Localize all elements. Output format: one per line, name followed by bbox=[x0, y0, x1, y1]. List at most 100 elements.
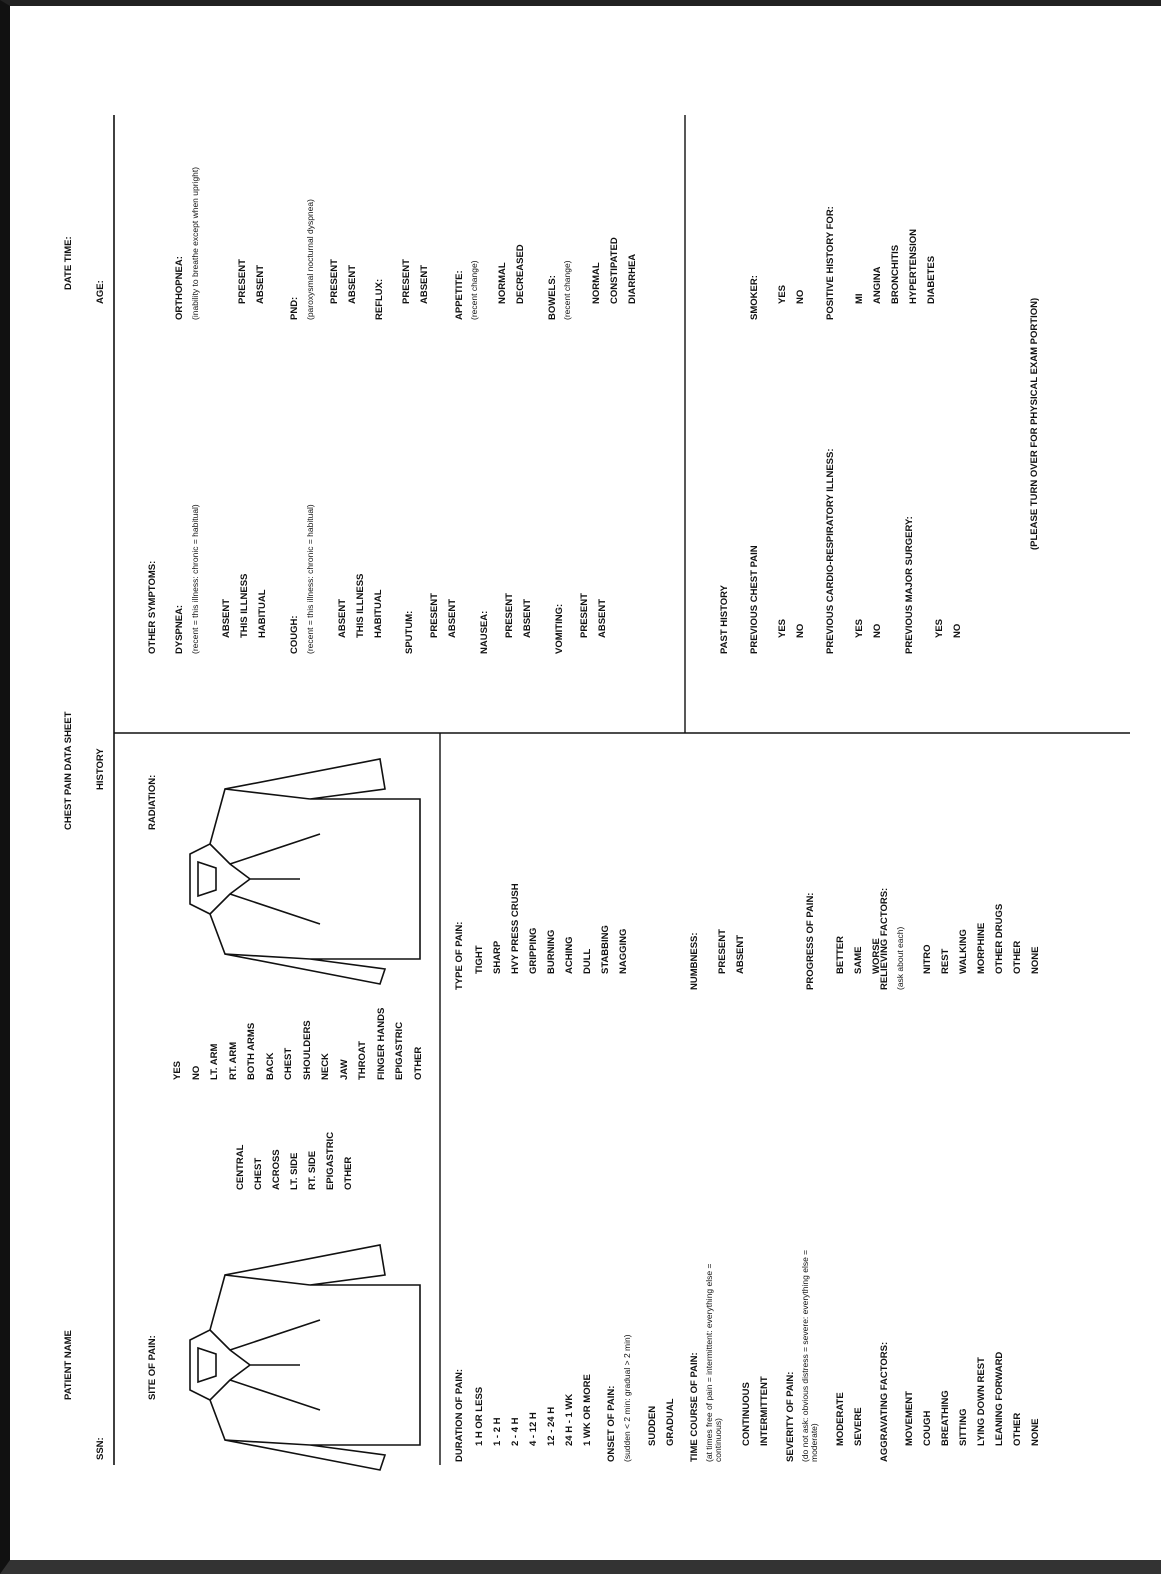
option-label: CHEST bbox=[283, 1047, 294, 1080]
option-label: HVY PRESS CRUSH bbox=[510, 883, 521, 974]
option-label: GRIPPING bbox=[528, 927, 539, 974]
section-heading: NAUSEA: bbox=[479, 610, 490, 654]
option-label: REST bbox=[940, 948, 951, 974]
option-label: EPIGASTRIC bbox=[394, 1021, 405, 1080]
option-label: ABSENT bbox=[337, 598, 348, 638]
option-label: NO bbox=[795, 623, 806, 638]
option-label: 1 - 2 H bbox=[492, 1417, 503, 1446]
option-label: LT. ARM bbox=[209, 1043, 220, 1080]
section-note: (inability to breathe except when uprigh… bbox=[190, 166, 200, 320]
option-label: SITTING bbox=[958, 1408, 969, 1446]
option-label: PRESENT bbox=[717, 929, 728, 974]
option-label: YES bbox=[854, 618, 865, 638]
option-label: ABSENT bbox=[347, 264, 358, 304]
option-label: OTHER bbox=[412, 1046, 424, 1080]
option-label: NONE bbox=[1030, 946, 1041, 974]
option-label: COUGH bbox=[922, 1410, 933, 1446]
option-label: CONSTIPATED bbox=[609, 237, 620, 304]
option-label: EPIGASTRIC bbox=[325, 1131, 336, 1190]
option-label: ABSENT bbox=[255, 264, 266, 304]
option-label: THIS ILLNESS bbox=[239, 573, 250, 638]
section-heading: NUMBNESS: bbox=[689, 932, 700, 990]
option-label: HABITUAL bbox=[257, 589, 268, 638]
option-label: TIGHT bbox=[474, 945, 485, 975]
option-label: YES bbox=[172, 1060, 183, 1080]
option-label: SEVERE bbox=[853, 1407, 864, 1446]
section-note: (ask about each) bbox=[895, 926, 905, 990]
section-heading: PREVIOUS CHEST PAIN bbox=[749, 545, 760, 654]
option-label: SUDDEN bbox=[647, 1405, 658, 1446]
section-title: HISTORY bbox=[95, 748, 106, 790]
section-heading: ONSET OF PAIN: bbox=[606, 1385, 617, 1462]
section-heading: REFLUX: bbox=[374, 278, 385, 320]
option-label: PRESENT bbox=[401, 259, 412, 304]
option-label: PRESENT bbox=[329, 259, 340, 304]
option-label: SHOULDERS bbox=[301, 1020, 313, 1080]
option-label: 4 - 12 H bbox=[528, 1412, 539, 1446]
option-label: LYING DOWN REST bbox=[976, 1357, 987, 1446]
section-heading: RADIATION: bbox=[147, 774, 158, 830]
option-label: DECREASED bbox=[515, 244, 526, 304]
option-label: NORMAL bbox=[497, 262, 508, 304]
option-label: NONE bbox=[1030, 1418, 1041, 1446]
option-label: WALKING bbox=[958, 929, 969, 974]
option-label: NECK bbox=[320, 1053, 331, 1080]
section-note: (at times free of pain = intermittent: e… bbox=[704, 1263, 723, 1462]
body-diagram bbox=[189, 758, 421, 985]
footer-note: (PLEASE TURN OVER FOR PHYSICAL EXAM PORT… bbox=[1029, 297, 1040, 550]
option-label: ABSENT bbox=[447, 598, 458, 638]
section-heading: SITE OF PAIN: bbox=[147, 1335, 158, 1400]
section-heading: OTHER SYMPTOMS: bbox=[147, 560, 158, 654]
option-label: NO bbox=[872, 623, 883, 638]
option-label: CHEST bbox=[253, 1157, 264, 1190]
option-label: HYPERTENSION bbox=[908, 229, 919, 304]
section-note: (recent change) bbox=[562, 260, 572, 320]
option-label: PRESENT bbox=[237, 259, 248, 304]
section-heading: APPETITE: bbox=[454, 270, 465, 320]
option-label: NITRO bbox=[922, 944, 933, 974]
section-note: (sudden < 2 min: gradual > 2 min) bbox=[622, 1334, 632, 1462]
section-heading: SEVERITY OF PAIN: bbox=[785, 1371, 796, 1462]
section-heading: AGGRAVATING FACTORS: bbox=[879, 1341, 890, 1462]
section-heading: PREVIOUS MAJOR SURGERY: bbox=[904, 516, 915, 654]
option-label: 24 H - 1 WK bbox=[564, 1393, 575, 1446]
option-label: INTERMITTENT bbox=[759, 1376, 770, 1446]
section-heading: PROGRESS OF PAIN: bbox=[805, 892, 816, 990]
option-label: MI bbox=[854, 293, 865, 304]
section-heading: DURATION OF PAIN: bbox=[454, 1368, 465, 1462]
section-heading: COUGH: bbox=[289, 615, 300, 654]
option-label: ANGINA bbox=[872, 266, 883, 304]
option-label: NO bbox=[952, 623, 963, 638]
option-label: DIABETES bbox=[926, 255, 937, 304]
option-label: RT. ARM bbox=[227, 1041, 239, 1080]
option-label: ABSENT bbox=[419, 264, 430, 304]
option-label: ABSENT bbox=[735, 934, 746, 974]
option-label: NO bbox=[190, 1065, 202, 1080]
option-label: PRESENT bbox=[579, 593, 590, 638]
option-label: LEANING FORWARD bbox=[994, 1351, 1005, 1446]
patient-name-label: PATIENT NAME bbox=[63, 1330, 74, 1400]
form-title: CHEST PAIN DATA SHEET bbox=[63, 711, 74, 830]
option-label: PRESENT bbox=[429, 593, 440, 638]
option-label: CENTRAL bbox=[235, 1144, 246, 1190]
option-label: THIS ILLNESS bbox=[355, 573, 366, 638]
option-label: BOTH ARMS bbox=[246, 1022, 257, 1080]
option-label: BURNING bbox=[546, 929, 557, 974]
option-label: MORPHINE bbox=[976, 922, 987, 974]
option-label: OTHER bbox=[1012, 1412, 1023, 1446]
option-label: NORMAL bbox=[591, 262, 602, 304]
option-label: NAGGING bbox=[618, 928, 629, 974]
option-label: ABSENT bbox=[221, 598, 232, 638]
section-heading: TIME COURSE OF PAIN: bbox=[689, 1352, 700, 1462]
age-label: AGE: bbox=[95, 280, 106, 304]
option-label: ABSENT bbox=[522, 598, 533, 638]
option-label: YES bbox=[777, 618, 788, 638]
option-label: ACHING bbox=[564, 936, 575, 974]
section-note: (recent change) bbox=[469, 260, 479, 320]
option-label: ABSENT bbox=[597, 598, 608, 638]
option-label: MOVEMENT bbox=[904, 1391, 915, 1446]
option-label: DULL bbox=[582, 948, 593, 974]
